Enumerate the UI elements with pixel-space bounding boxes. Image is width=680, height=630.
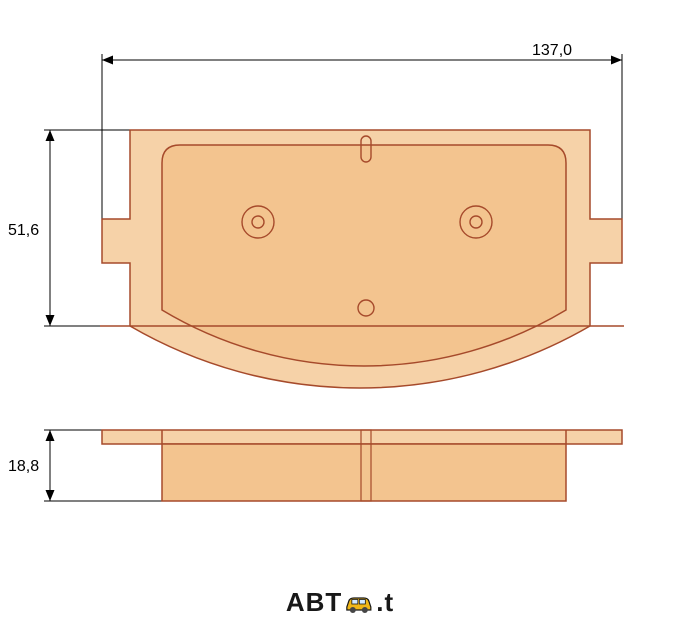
backing-plate-side: [102, 430, 622, 444]
watermark-logo: ABT .t: [286, 587, 394, 618]
height-dimension-label: 51,6: [8, 222, 39, 240]
watermark-suffix: .t: [376, 587, 394, 618]
thickness-dimension-label: 18,8: [8, 458, 39, 476]
brake-pad-diagram: [0, 0, 680, 630]
drawing-canvas: 137,0 51,6 18,8 ABT .t: [0, 0, 680, 630]
friction-pad-top: [162, 145, 566, 366]
friction-pad-side: [162, 444, 566, 501]
watermark-prefix: ABT: [286, 587, 342, 618]
watermark-car-icon: [344, 592, 374, 614]
width-dimension-label: 137,0: [532, 42, 572, 60]
